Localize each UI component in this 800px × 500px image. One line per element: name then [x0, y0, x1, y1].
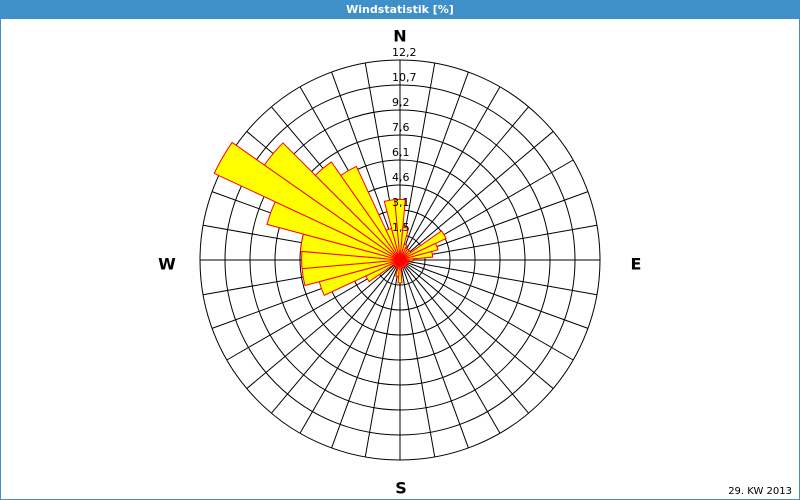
- compass-label: W: [158, 255, 176, 274]
- wind-sector: [399, 258, 414, 262]
- chart-title: Windstatistik [%]: [346, 3, 454, 16]
- grid-ring: [299, 159, 501, 361]
- compass-label: E: [631, 255, 642, 274]
- wind-sector: [397, 259, 403, 284]
- ring-label: 6,1: [392, 146, 410, 159]
- wind-sector: [263, 142, 401, 261]
- grid-ring: [224, 84, 576, 436]
- wind-sector: [340, 165, 401, 261]
- compass-label: S: [395, 479, 407, 498]
- wind-sector: [399, 250, 434, 261]
- wind-sector: [399, 230, 447, 261]
- ring-label: 3,1: [392, 196, 410, 209]
- ring-label: 7,6: [392, 121, 410, 134]
- ring-label: 9,2: [392, 96, 410, 109]
- footnote: 29. KW 2013: [728, 486, 792, 497]
- grid-ring: [249, 109, 551, 411]
- compass-label: N: [393, 27, 406, 46]
- ring-label: 10,7: [392, 71, 417, 84]
- ring-label: 12,2: [392, 46, 417, 59]
- ring-label: 4,6: [392, 171, 410, 184]
- ring-label: 1,5: [392, 221, 410, 234]
- wind-sector: [213, 141, 401, 261]
- wind-sector: [399, 242, 439, 261]
- grid-ring: [274, 134, 526, 386]
- title-bar: [0, 0, 800, 18]
- wind-sector: [314, 161, 401, 261]
- grid-ring: [199, 59, 601, 461]
- wind-sector: [383, 199, 401, 261]
